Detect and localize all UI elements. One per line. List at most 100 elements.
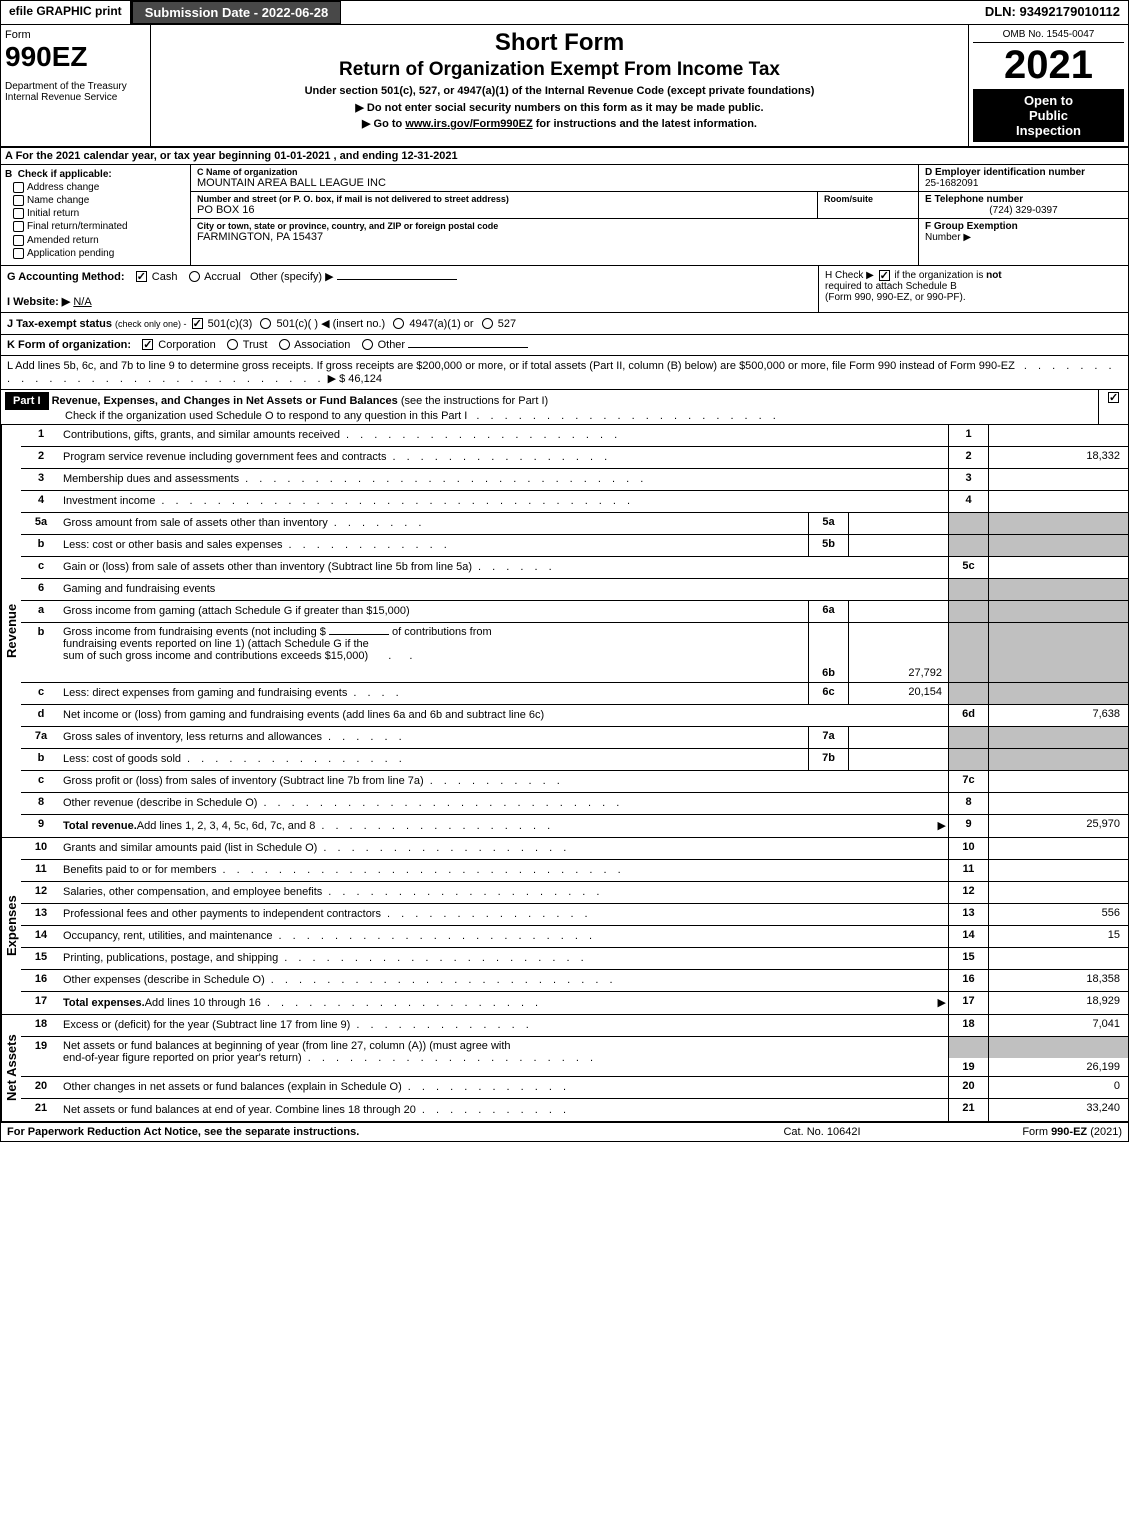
line-6b-value: 27,792: [848, 623, 948, 682]
line-8: 8 Other revenue (describe in Schedule O)…: [21, 793, 1128, 815]
instruction-1: ▶ Do not enter social security numbers o…: [159, 101, 960, 114]
line-10: 10 Grants and similar amounts paid (list…: [21, 838, 1128, 860]
submission-date: Submission Date - 2022-06-28: [132, 1, 342, 24]
cb-address-change[interactable]: Address change: [5, 182, 186, 193]
cb-schedule-o[interactable]: [1108, 392, 1119, 403]
efile-link[interactable]: efile GRAPHIC print: [1, 1, 132, 24]
irs-link[interactable]: www.irs.gov/Form990EZ: [405, 118, 532, 130]
cat-no: Cat. No. 10642I: [722, 1126, 922, 1138]
line-7a: 7a Gross sales of inventory, less return…: [21, 727, 1128, 749]
line-18: 18 Excess or (deficit) for the year (Sub…: [21, 1015, 1128, 1037]
tax-year: 2021: [973, 45, 1124, 85]
line-13: 13 Professional fees and other payments …: [21, 904, 1128, 926]
part1-label: Part I: [5, 392, 49, 410]
city-value: FARMINGTON, PA 15437: [197, 231, 912, 243]
rb-trust[interactable]: [227, 339, 238, 350]
rb-527[interactable]: [482, 318, 493, 329]
expenses-section: Expenses 10 Grants and similar amounts p…: [1, 838, 1128, 1015]
cb-initial-return[interactable]: Initial return: [5, 208, 186, 219]
line-20-value: 0: [988, 1077, 1128, 1098]
line-4-value: [988, 491, 1128, 512]
line-13-value: 556: [988, 904, 1128, 925]
line-14-value: 15: [988, 926, 1128, 947]
phone-value: (724) 329-0397: [925, 205, 1122, 216]
part1-check: [1098, 390, 1128, 424]
org-name-label: C Name of organization: [197, 167, 912, 177]
netassets-section: Net Assets 18 Excess or (deficit) for th…: [1, 1015, 1128, 1123]
group-exemption-label: F Group Exemption: [925, 221, 1122, 232]
section-f: F Group Exemption Number ▶: [919, 219, 1128, 265]
dept-label: Department of the Treasury Internal Reve…: [5, 81, 146, 103]
city-label: City or town, state or province, country…: [197, 221, 912, 231]
line-4: 4 Investment income. . . . . . . . . . .…: [21, 491, 1128, 513]
cb-corporation[interactable]: [142, 339, 153, 350]
form-container: efile GRAPHIC print Submission Date - 20…: [0, 0, 1129, 1142]
form-title-block: Short Form Return of Organization Exempt…: [151, 25, 968, 146]
line-5b: b Less: cost or other basis and sales ex…: [21, 535, 1128, 557]
line-7b: b Less: cost of goods sold. . . . . . . …: [21, 749, 1128, 771]
paperwork-notice: For Paperwork Reduction Act Notice, see …: [7, 1126, 722, 1138]
street-col: Number and street (or P. O. box, if mail…: [191, 192, 818, 218]
cb-501c3[interactable]: [192, 318, 203, 329]
part1-header: Part I Revenue, Expenses, and Changes in…: [1, 390, 1128, 425]
line-9-value: 25,970: [988, 815, 1128, 837]
short-form-title: Short Form: [159, 29, 960, 57]
inspection-badge: Open to Public Inspection: [973, 89, 1124, 142]
line-6: 6 Gaming and fundraising events: [21, 579, 1128, 601]
line-19: 19 Net assets or fund balances at beginn…: [21, 1037, 1128, 1077]
rb-4947[interactable]: [393, 318, 404, 329]
city-row: City or town, state or province, country…: [191, 219, 918, 245]
street-value: PO BOX 16: [197, 204, 811, 216]
line-19-value: 26,199: [997, 1061, 1120, 1073]
line-6d-value: 7,638: [988, 705, 1128, 726]
other-org-input[interactable]: [408, 347, 528, 348]
website-value: N/A: [73, 296, 91, 308]
contributions-blank[interactable]: [329, 634, 389, 635]
info-row-bcdef: B Check if applicable: Address change Na…: [1, 165, 1128, 266]
line-1: 1 Contributions, gifts, grants, and simi…: [21, 425, 1128, 447]
org-name: MOUNTAIN AREA BALL LEAGUE INC: [197, 177, 912, 189]
cb-application-pending[interactable]: Application pending: [5, 248, 186, 259]
cb-amended-return[interactable]: Amended return: [5, 235, 186, 246]
rb-other-org[interactable]: [362, 339, 373, 350]
line-6c: c Less: direct expenses from gaming and …: [21, 683, 1128, 705]
line-2-value: 18,332: [988, 447, 1128, 468]
form-label: Form: [5, 29, 146, 41]
rb-accrual[interactable]: [189, 271, 200, 282]
gross-receipts-amount: $ 46,124: [339, 373, 382, 385]
section-k: K Form of organization: Corporation Trus…: [1, 335, 1128, 356]
line-6b: b Gross income from fundraising events (…: [21, 623, 1128, 683]
form-number: 990EZ: [5, 41, 146, 73]
dln-number: DLN: 93492179010112: [977, 1, 1128, 24]
cb-final-return[interactable]: Final return/terminated: [5, 221, 186, 232]
line-15: 15 Printing, publications, postage, and …: [21, 948, 1128, 970]
line-8-value: [988, 793, 1128, 814]
street-label: Number and street (or P. O. box, if mail…: [197, 194, 811, 204]
section-j: J Tax-exempt status (check only one) - 5…: [1, 313, 1128, 335]
line-7a-value: [848, 727, 948, 748]
return-title: Return of Organization Exempt From Incom…: [159, 59, 960, 81]
line-3: 3 Membership dues and assessments. . . .…: [21, 469, 1128, 491]
omb-number: OMB No. 1545-0047: [973, 29, 1124, 43]
rb-501c[interactable]: [260, 318, 271, 329]
rb-association[interactable]: [279, 339, 290, 350]
section-a: A For the 2021 calendar year, or tax yea…: [1, 148, 1128, 165]
other-specify-input[interactable]: [337, 279, 457, 280]
cb-cash[interactable]: [136, 271, 147, 282]
revenue-label: Revenue: [1, 425, 21, 837]
netassets-label: Net Assets: [1, 1015, 21, 1121]
cb-schedule-b[interactable]: [879, 270, 890, 281]
line-12-value: [988, 882, 1128, 903]
line-7b-value: [848, 749, 948, 770]
form-header: Form 990EZ Department of the Treasury In…: [1, 25, 1128, 148]
top-header-bar: efile GRAPHIC print Submission Date - 20…: [1, 1, 1128, 25]
form-ref: Form 990-EZ (2021): [922, 1126, 1122, 1138]
line-14: 14 Occupancy, rent, utilities, and maint…: [21, 926, 1128, 948]
cb-name-change[interactable]: Name change: [5, 195, 186, 206]
line-20: 20 Other changes in net assets or fund b…: [21, 1077, 1128, 1099]
line-7c-value: [988, 771, 1128, 792]
line-18-value: 7,041: [988, 1015, 1128, 1036]
line-10-value: [988, 838, 1128, 859]
line-5c: c Gain or (loss) from sale of assets oth…: [21, 557, 1128, 579]
line-17: 17 Total expenses. Add lines 10 through …: [21, 992, 1128, 1014]
